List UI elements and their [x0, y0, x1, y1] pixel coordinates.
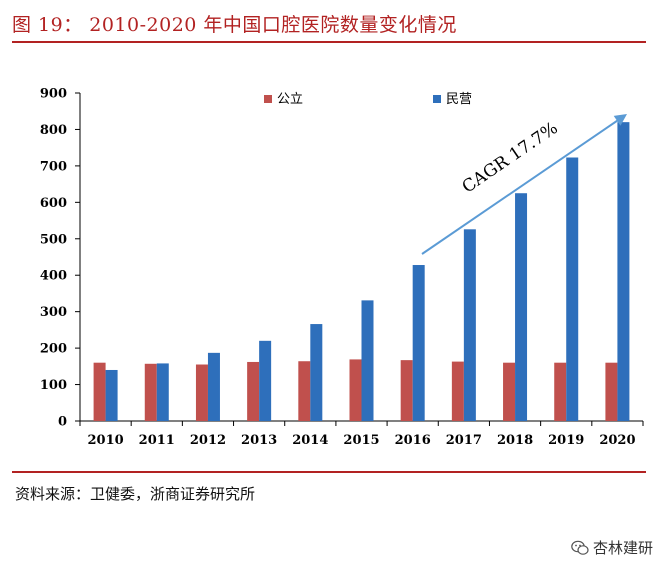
bar-private-2017	[463, 229, 476, 421]
bar-public-2010	[93, 362, 106, 421]
bar-public-2017	[451, 361, 464, 421]
legend-label-private: 民营	[446, 92, 472, 107]
bar-public-2015	[349, 359, 362, 421]
legend-label-public: 公立	[277, 92, 303, 107]
bar-private-2011	[156, 363, 169, 421]
watermark-text: 杏林建研	[592, 539, 653, 557]
axes	[75, 92, 644, 426]
y-tick-label: 500	[40, 232, 67, 247]
y-tick-label: 200	[40, 342, 67, 357]
figure-title: 图 19： 2010-2020 年中国口腔医院数量变化情况	[12, 14, 457, 36]
bar-public-2012	[195, 364, 208, 421]
cagr-arrowhead	[613, 114, 627, 126]
bar-private-2015	[361, 300, 374, 421]
bar-private-2019	[566, 157, 579, 422]
y-tick-label: 600	[40, 196, 67, 211]
bar-private-2016	[412, 265, 425, 421]
x-tick-label: 2017	[446, 433, 482, 448]
x-tick-label: 2020	[599, 433, 635, 448]
bar-public-2019	[554, 362, 567, 421]
bar-private-2018	[515, 193, 528, 421]
y-tick-label: 900	[40, 87, 67, 102]
source-note: 资料来源：卫健委，浙商证券研究所	[15, 485, 256, 503]
y-tick-label: 400	[40, 269, 67, 284]
y-tick-label: 700	[40, 159, 67, 174]
cagr-label: CAGR 17.7%	[459, 118, 562, 197]
bar-public-2011	[144, 363, 157, 421]
cagr-arrow	[421, 118, 620, 255]
bar-private-2020	[617, 122, 630, 422]
bars	[93, 122, 630, 422]
bar-public-2018	[503, 362, 516, 421]
legend-swatch-public	[264, 95, 272, 103]
x-tick-label: 2013	[241, 433, 277, 448]
bar-private-2010	[105, 369, 118, 421]
y-tick-label: 100	[40, 378, 67, 393]
watermark: 杏林建研	[571, 537, 653, 558]
x-tick-label: 2010	[87, 433, 123, 448]
x-tick-label: 2019	[548, 433, 584, 448]
bar-public-2013	[247, 361, 260, 421]
y-tick-label: 0	[58, 415, 67, 430]
x-tick-label: 2014	[292, 433, 328, 448]
bar-private-2012	[207, 352, 220, 421]
bar-public-2014	[298, 361, 311, 421]
bar-public-2020	[605, 362, 618, 421]
x-tick-label: 2011	[139, 433, 175, 448]
x-tick-label: 2012	[190, 433, 226, 448]
title-divider	[12, 41, 646, 43]
legend-swatch-private	[433, 95, 441, 103]
bar-private-2014	[310, 324, 323, 421]
y-tick-label: 800	[40, 123, 67, 138]
x-tick-label: 2015	[343, 433, 379, 448]
bar-chart: 0 100 200 300 400 500 600 700 800 900 2010 2011 2012…	[40, 87, 644, 449]
wechat-icon	[571, 540, 589, 555]
x-tick-label: 2018	[497, 433, 533, 448]
y-tick-label: 300	[40, 305, 67, 320]
bar-private-2013	[259, 340, 272, 421]
footer-divider	[12, 471, 646, 473]
bar-public-2016	[400, 360, 413, 421]
x-tick-label: 2016	[395, 433, 431, 448]
legend: 公立 民营	[264, 92, 472, 107]
tick-labels: 0 100 200 300 400 500 600 700 800 900 2010 2011 2012…	[40, 87, 636, 449]
